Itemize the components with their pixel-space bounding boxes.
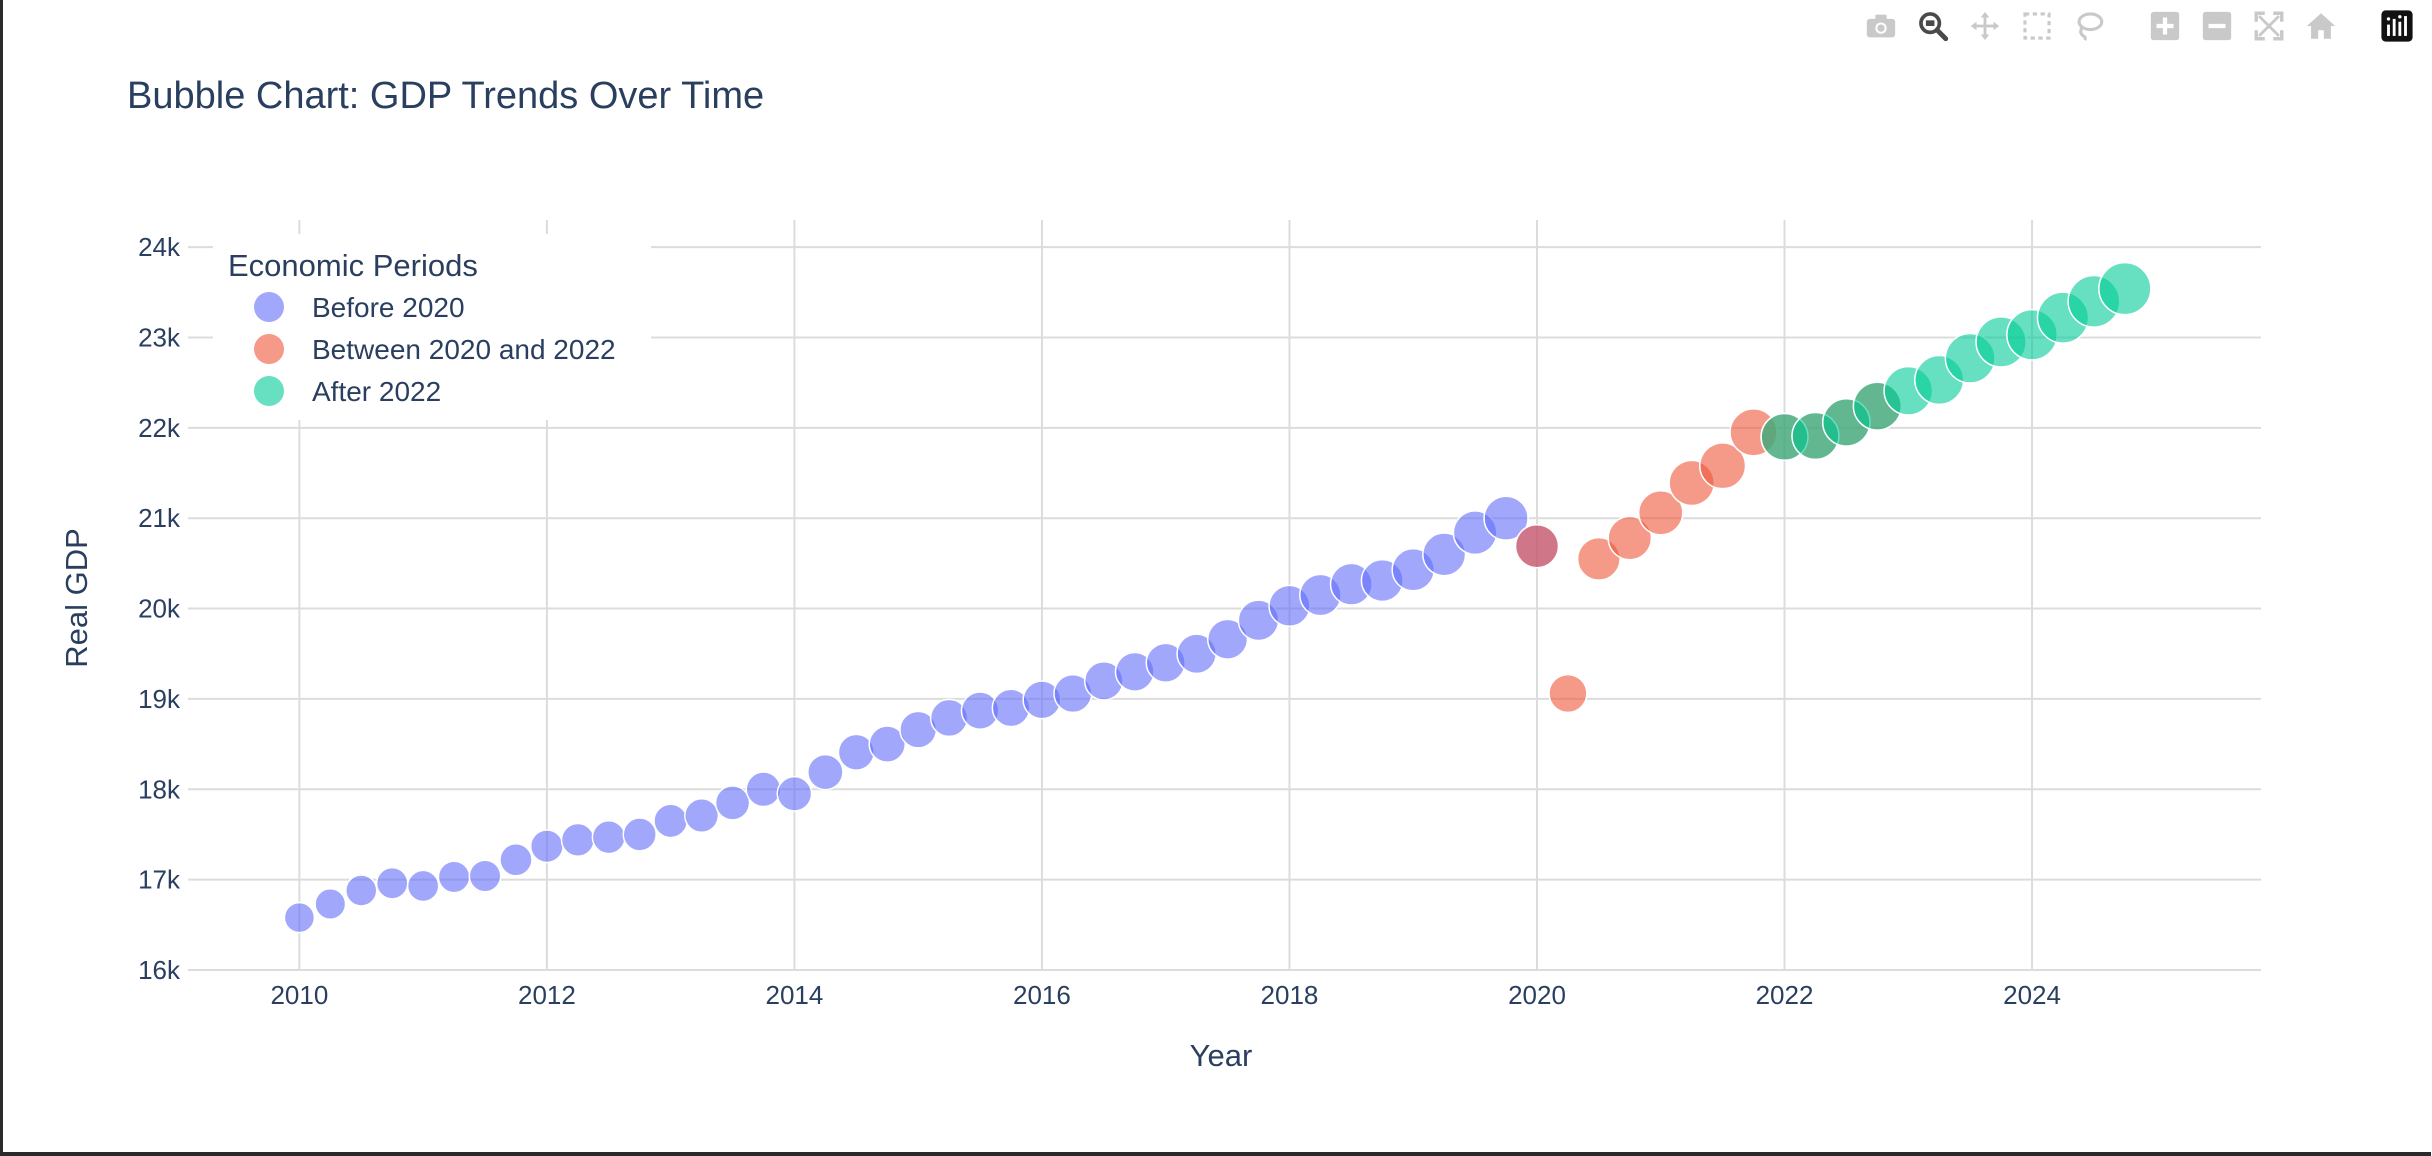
legend-item-label[interactable]: Before 2020 — [312, 292, 465, 323]
x-tick-label: 2016 — [1013, 980, 1071, 1010]
x-tick-label: 2020 — [1508, 980, 1566, 1010]
zoom-out-icon — [2202, 11, 2232, 41]
y-tick-label: 23k — [138, 322, 181, 352]
x-tick-label: 2012 — [518, 980, 576, 1010]
legend-box — [213, 234, 651, 420]
zoom-out-button[interactable] — [2191, 6, 2243, 46]
bubble-point[interactable] — [345, 874, 378, 907]
zoom-in-button[interactable] — [2139, 6, 2191, 46]
bubble-point[interactable] — [314, 888, 347, 921]
box-select-icon — [2023, 12, 2051, 40]
bubble-point[interactable] — [622, 817, 657, 852]
legend-background — [213, 234, 651, 420]
bubble-point[interactable] — [714, 785, 751, 821]
bubble-point[interactable] — [1698, 442, 1747, 490]
bubble-point[interactable] — [1514, 523, 1560, 569]
bubble-point[interactable] — [776, 775, 813, 812]
bubble-point[interactable] — [499, 842, 533, 877]
lasso-select-icon — [2077, 12, 2104, 41]
legend-marker[interactable] — [254, 334, 284, 364]
bubble-chart: Bubble Chart: GDP Trends Over Time 16k 17… — [59, 75, 2261, 1073]
legend[interactable]: Economic Periods Before 2020 Between 2020 … — [228, 248, 616, 407]
bubble-point[interactable] — [560, 822, 595, 857]
bubble-point[interactable] — [529, 829, 564, 864]
bubble-point[interactable] — [1422, 532, 1467, 577]
modebar — [1855, 6, 2423, 46]
bubble-point[interactable] — [1548, 673, 1588, 714]
x-tick-label: 2024 — [2003, 980, 2061, 1010]
x-tick-label: 2022 — [1756, 980, 1814, 1010]
bubble-point[interactable] — [684, 797, 720, 834]
lasso-select-button[interactable] — [2063, 6, 2115, 46]
bubble-point[interactable] — [468, 859, 502, 893]
y-axis-title: Real GDP — [59, 528, 94, 668]
bubble-point[interactable] — [1206, 618, 1249, 660]
x-axis-title: Year — [1190, 1038, 1253, 1073]
bubble-point[interactable] — [1637, 489, 1684, 536]
plotly-logo-button[interactable] — [2371, 6, 2423, 46]
pan-icon — [1970, 11, 2000, 41]
bubbles — [283, 261, 2152, 934]
x-tick-label: 2010 — [270, 980, 328, 1010]
box-select-button[interactable] — [2011, 6, 2063, 46]
bubble-point[interactable] — [807, 753, 844, 791]
bubble-point[interactable] — [375, 866, 409, 900]
y-tick-label: 18k — [138, 774, 181, 804]
plotly-logo-icon — [2381, 10, 2413, 42]
legend-title: Economic Periods — [228, 248, 478, 283]
bubble-point[interactable] — [2098, 261, 2152, 316]
y-tick-label: 16k — [138, 955, 181, 985]
camera-button[interactable] — [1855, 6, 1907, 46]
zoom-icon — [1919, 12, 1949, 42]
zoom-in-icon — [2150, 11, 2180, 41]
y-tick-label: 17k — [138, 865, 181, 895]
bubble-point[interactable] — [437, 860, 471, 894]
bubble-point[interactable] — [406, 869, 440, 903]
legend-marker[interactable] — [254, 376, 284, 406]
reset-axes-button[interactable] — [2295, 6, 2347, 46]
legend-item-label[interactable]: Between 2020 and 2022 — [312, 334, 616, 365]
zoom-button[interactable] — [1907, 6, 1959, 46]
y-tick-label: 21k — [138, 503, 181, 533]
pan-button[interactable] — [1959, 6, 2011, 46]
bubble-point[interactable] — [745, 771, 782, 808]
y-tick-label: 19k — [138, 684, 181, 714]
reset-axes-icon — [2306, 13, 2336, 39]
legend-marker[interactable] — [254, 292, 284, 322]
bubble-point[interactable] — [868, 725, 907, 763]
y-tick-label: 24k — [138, 232, 181, 262]
autoscale-icon — [2254, 11, 2284, 41]
bubble-point[interactable] — [283, 901, 316, 934]
x-tick-label: 2018 — [1261, 980, 1319, 1010]
y-tick-label: 20k — [138, 594, 181, 624]
bubble-point[interactable] — [1483, 495, 1529, 541]
camera-icon — [1866, 14, 1896, 38]
bubble-point[interactable] — [653, 803, 689, 839]
y-tick-label: 22k — [138, 413, 181, 443]
bubble-point[interactable] — [591, 820, 626, 855]
legend-item-label[interactable]: After 2022 — [312, 376, 441, 407]
bubble-point[interactable] — [1576, 536, 1621, 581]
axis-ticks: 16k 17k 18k 19k 20k 21k 22k 23k 24k 2010 2012 2014 2… — [138, 232, 2061, 1010]
chart-title: Bubble Chart: GDP Trends Over Time — [127, 75, 764, 117]
bubble-point[interactable] — [837, 733, 875, 771]
bubble-point[interactable] — [1607, 515, 1653, 561]
x-tick-label: 2014 — [766, 980, 824, 1010]
autoscale-button[interactable] — [2243, 6, 2295, 46]
